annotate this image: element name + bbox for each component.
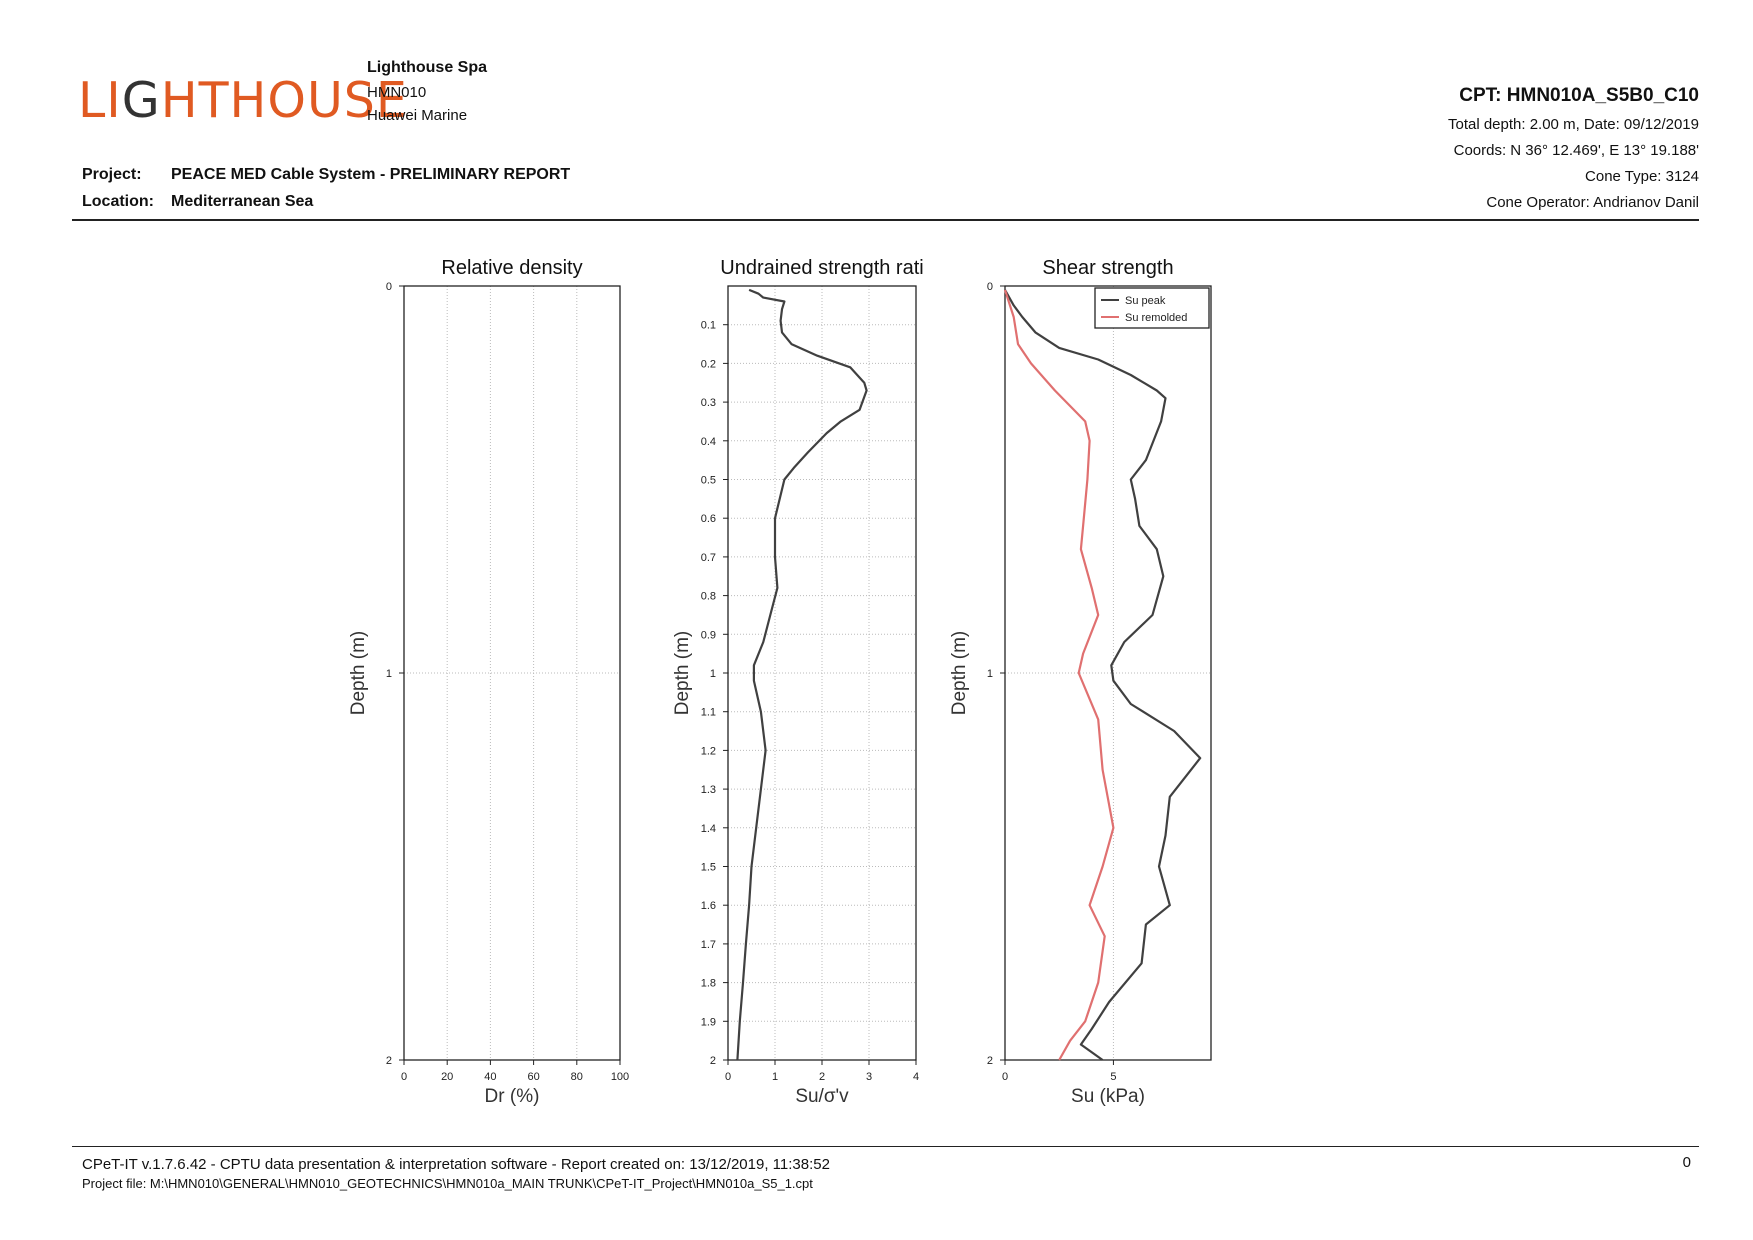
chart-panel-3: Shear strength 0 5 0 1 2 Su (kPa) Depth (m) Su p… — [949, 257, 1212, 1107]
legend-box — [1094, 287, 1210, 329]
coordinates: Coords: N 36° 12.469', E 13° 19.188' — [1453, 142, 1699, 159]
series-line-su-peak — [1004, 289, 1202, 1061]
series-line-su-remolded — [1003, 289, 1115, 1061]
cone-operator: Cone Operator: Andrianov Danil — [1486, 194, 1699, 211]
header-rule — [72, 219, 1699, 221]
company-name: Lighthouse Spa — [367, 59, 487, 76]
footer-rule — [72, 1146, 1699, 1147]
x-tick-label: 2 — [819, 1071, 825, 1083]
x-tick-label: 0 — [725, 1071, 731, 1083]
y-tick-label: 2 — [987, 1055, 993, 1067]
y-tick-label: 0.6 — [701, 513, 716, 525]
x-tick-label: 60 — [527, 1071, 539, 1083]
y-axis-label: Depth (m) — [672, 631, 693, 715]
x-tick-label: 5 — [1110, 1071, 1116, 1083]
y-tick-label: 1.2 — [701, 745, 716, 757]
chart-panel-1: Relative density 0 20 40 60 80 100 0 1 2 Dr (%) Dep… — [348, 257, 629, 1107]
location-value: Mediterranean Sea — [171, 193, 314, 210]
chart-legend: Su peak Su remolded — [1094, 287, 1210, 329]
project-label: Project: — [82, 166, 142, 183]
y-tick-label: 0 — [386, 281, 392, 293]
x-tick-label: 4 — [913, 1071, 919, 1083]
y-tick-label: 1 — [987, 668, 993, 680]
chart-title: Undrained strength rati — [720, 257, 923, 279]
y-tick-label: 1 — [710, 668, 716, 680]
y-tick-label: 0 — [987, 281, 993, 293]
y-tick-label: 1.5 — [701, 862, 716, 874]
y-tick-label: 1.8 — [701, 978, 716, 990]
x-tick-label: 80 — [571, 1071, 583, 1083]
location-label: Location: — [82, 193, 154, 210]
y-tick-label: 0.3 — [701, 397, 716, 409]
y-tick-label: 0.8 — [701, 591, 716, 603]
y-tick-label: 0.2 — [701, 358, 716, 370]
x-axis-label: Su (kPa) — [1071, 1086, 1145, 1107]
y-tick-label: 0.4 — [701, 436, 716, 448]
y-tick-label: 1.7 — [701, 939, 716, 951]
software-info: CPeT-IT v.1.7.6.42 - CPTU data presentat… — [82, 1156, 830, 1173]
chart-title: Shear strength — [1042, 257, 1173, 279]
logo-accent-letter: G — [121, 72, 161, 129]
y-tick-label: 0.7 — [701, 552, 716, 564]
y-tick-label: 1.6 — [701, 900, 716, 912]
y-tick-label: 1.3 — [701, 784, 716, 796]
project-code: HMN010 — [367, 84, 427, 101]
x-tick-label: 40 — [484, 1071, 496, 1083]
y-tick-label: 2 — [710, 1055, 716, 1067]
x-axis-label: Dr (%) — [485, 1086, 540, 1107]
cpt-id: CPT: HMN010A_S5B0_C10 — [1459, 85, 1699, 106]
legend-label: Su remolded — [1125, 312, 1187, 324]
y-tick-label: 2 — [386, 1055, 392, 1067]
y-tick-label: 1.9 — [701, 1016, 716, 1028]
x-tick-label: 1 — [772, 1071, 778, 1083]
client-name: Huawei Marine — [367, 107, 468, 124]
total-depth-date: Total depth: 2.00 m, Date: 09/12/2019 — [1447, 116, 1699, 133]
y-axis-label: Depth (m) — [949, 631, 970, 715]
y-tick-label: 1.1 — [701, 707, 716, 719]
project-value: PEACE MED Cable System - PRELIMINARY REP… — [171, 166, 571, 183]
cone-type: Cone Type: 3124 — [1585, 168, 1699, 185]
y-tick-label: 0.5 — [701, 475, 716, 487]
x-axis-label: Su/σ'v — [795, 1086, 849, 1107]
project-file-path: Project file: M:\HMN010\GENERAL\HMN010_G… — [82, 1176, 813, 1191]
x-tick-label: 100 — [611, 1071, 629, 1083]
y-tick-label: 1.4 — [701, 823, 716, 835]
x-tick-label: 20 — [441, 1071, 453, 1083]
y-tick-label: 0.9 — [701, 629, 716, 641]
y-tick-label: 0.1 — [701, 320, 716, 332]
x-tick-label: 0 — [401, 1071, 407, 1083]
x-tick-label: 0 — [1002, 1071, 1008, 1083]
x-tick-label: 3 — [866, 1071, 872, 1083]
legend-label: Su peak — [1125, 295, 1166, 307]
series-line-su-ratio — [736, 288, 868, 1061]
chart-panel-2: Undrained strength rati 0 1 2 3 4 0.1 0.2 0.3 0.4… — [672, 257, 924, 1107]
y-tick-label: 1 — [386, 668, 392, 680]
chart-title: Relative density — [441, 257, 582, 279]
y-axis-label: Depth (m) — [348, 631, 369, 715]
page-number: 0 — [1682, 1154, 1691, 1171]
lighthouse-logo: LIGHTHOUSE — [78, 72, 408, 129]
